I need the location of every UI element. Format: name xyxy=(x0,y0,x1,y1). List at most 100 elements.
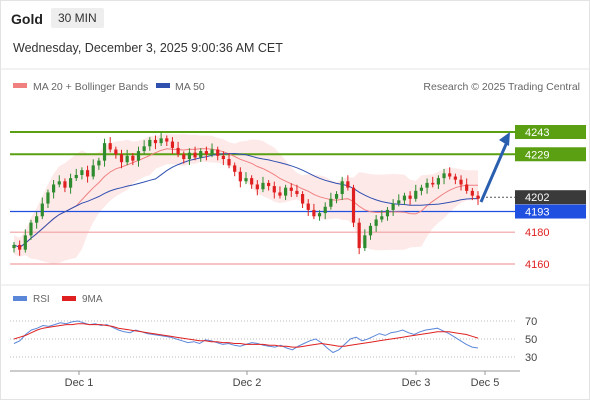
candle-body xyxy=(136,151,141,161)
candle xyxy=(380,210,384,223)
level-label-text: 4160 xyxy=(525,259,549,271)
candle xyxy=(442,168,446,185)
candle xyxy=(187,148,192,166)
candle xyxy=(204,146,208,161)
ma50-legend-swatch xyxy=(156,83,170,88)
rsi-ma-legend-swatch xyxy=(62,296,76,301)
candle xyxy=(267,180,271,191)
x-axis-labels: Dec 1 Dec 2 Dec 3 Dec 5 xyxy=(65,371,499,389)
level-label-text: 4243 xyxy=(525,127,549,139)
rsi-layer: 70 50 30 xyxy=(10,316,537,364)
rsi-tick-30: 30 xyxy=(525,352,537,364)
candle xyxy=(176,141,180,158)
instrument-title: Gold xyxy=(11,11,43,27)
candle-body xyxy=(108,143,112,150)
candle-body xyxy=(312,209,316,217)
candle xyxy=(199,148,203,162)
candle-body xyxy=(29,222,33,236)
candle-body xyxy=(442,173,446,179)
candle xyxy=(193,146,197,161)
timeframe-badge[interactable]: 30 MIN xyxy=(51,8,104,28)
candle-body xyxy=(57,181,61,185)
candle-body xyxy=(255,184,259,190)
candle xyxy=(227,152,231,169)
candle xyxy=(80,167,84,180)
candle-body xyxy=(170,141,175,148)
rsi-ma-line xyxy=(13,323,479,348)
candle-body xyxy=(476,195,480,199)
candle xyxy=(402,192,407,205)
candle xyxy=(210,143,214,158)
candle-body xyxy=(153,139,158,144)
candle xyxy=(142,140,146,154)
candle xyxy=(153,135,158,150)
candle xyxy=(391,199,395,216)
level-label-box xyxy=(515,190,586,205)
level-label-text: 4193 xyxy=(525,207,549,219)
candle-body xyxy=(148,139,152,147)
moving-averages-layer xyxy=(13,148,478,248)
candle xyxy=(40,197,44,220)
candle-body xyxy=(295,190,299,195)
candle xyxy=(408,191,412,205)
candle xyxy=(125,149,129,166)
candle-body xyxy=(18,244,22,250)
candle xyxy=(306,199,310,216)
candle xyxy=(346,175,350,191)
ma50-line xyxy=(13,152,478,248)
candle-body xyxy=(35,216,39,223)
candle-body xyxy=(46,192,50,204)
candle-body xyxy=(391,203,395,210)
candle xyxy=(317,210,322,221)
projection-arrow-shaft xyxy=(479,141,509,203)
candle-body xyxy=(131,155,135,161)
candle-body xyxy=(238,171,242,182)
chart-datetime: Wednesday, December 3, 2025 9:00:36 AM C… xyxy=(13,41,283,55)
candle xyxy=(91,159,95,180)
candle xyxy=(459,175,463,191)
candle xyxy=(221,151,225,166)
candle xyxy=(250,175,254,189)
candle-body xyxy=(119,154,124,163)
candle xyxy=(465,178,469,194)
projection-arrow-head xyxy=(499,132,510,146)
candle xyxy=(363,229,367,251)
candle-body xyxy=(199,151,203,158)
candle-body xyxy=(419,187,424,191)
candle xyxy=(46,189,50,209)
candle-body xyxy=(368,225,373,236)
candle xyxy=(351,184,356,228)
candle xyxy=(414,184,418,202)
bollinger-band-fill xyxy=(14,133,478,264)
candle xyxy=(476,191,480,205)
candle xyxy=(12,242,16,253)
candle xyxy=(295,184,299,197)
candle xyxy=(431,176,435,188)
candle-body xyxy=(448,173,452,177)
candle xyxy=(385,207,390,221)
candle-body xyxy=(408,195,412,199)
candle-body xyxy=(459,179,463,185)
candle-body xyxy=(97,160,101,166)
candle-body xyxy=(187,152,192,160)
candle xyxy=(397,194,401,207)
candle-body xyxy=(431,182,435,185)
level-label-text: 4229 xyxy=(525,149,549,161)
x-label: Dec 3 xyxy=(402,377,431,389)
candle-body xyxy=(74,174,78,179)
candle xyxy=(102,138,107,167)
candle-body xyxy=(340,181,344,195)
candle xyxy=(148,137,152,151)
ma20-legend-swatch xyxy=(13,83,27,88)
candle-body xyxy=(402,195,407,201)
candle xyxy=(334,191,339,204)
candle xyxy=(244,172,248,185)
candle xyxy=(119,149,124,169)
level-label-box xyxy=(515,125,586,139)
candle-body xyxy=(300,194,305,204)
candle-body xyxy=(227,159,231,166)
candle xyxy=(278,186,282,199)
candle-body xyxy=(159,138,163,144)
candle-body xyxy=(80,170,84,175)
